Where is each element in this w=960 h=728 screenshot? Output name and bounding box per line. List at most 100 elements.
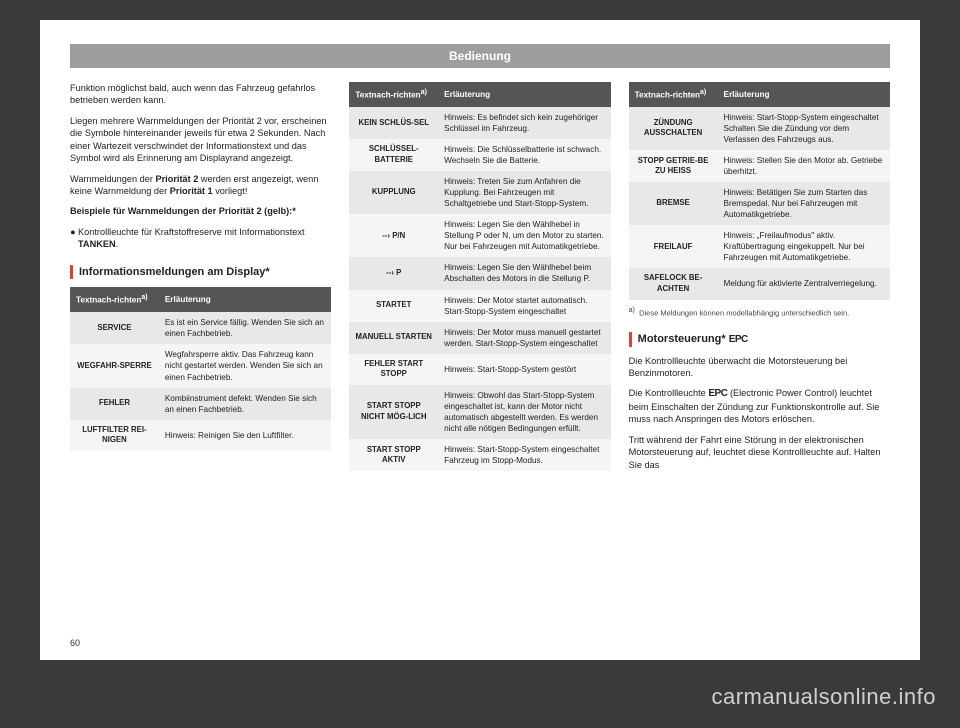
msg-label: LUFTFILTER REI-NIGEN: [70, 420, 159, 451]
subheading: Beispiele für Warnmeldungen der Prioritä…: [70, 205, 331, 217]
table-row: SAFELOCK BE-ACHTENMeldung für aktivierte…: [629, 268, 890, 299]
msg-text: Hinweis: Die Schlüsselbatterie ist schwa…: [438, 139, 610, 171]
paragraph: Warnmeldungen der Priorität 2 werden ers…: [70, 173, 331, 198]
table-row: --› P/NHinweis: Legen Sie den Wählhebel …: [349, 214, 610, 257]
msg-text: Hinweis: Der Motor startet automatisch. …: [438, 290, 610, 322]
table-header: Textnach-richtena): [349, 82, 438, 107]
msg-text: Hinweis: Es befindet sich kein zugehörig…: [438, 107, 610, 139]
msg-label: --› P/N: [349, 214, 438, 257]
table-row: SERVICEEs ist ein Service fällig. Wenden…: [70, 312, 331, 344]
table-header: Textnach-richtena): [70, 287, 159, 312]
section-title-info-messages: Informationsmeldungen am Display*: [70, 265, 331, 280]
msg-label: STOPP GETRIE-BE ZU HEISS: [629, 150, 718, 182]
table-row: SCHLÜSSEL-BATTERIEHinweis: Die Schlüssel…: [349, 139, 610, 171]
footnote-marker: a): [629, 307, 635, 314]
msg-text: Hinweis: Obwohl das Start-Stopp-System e…: [438, 385, 610, 439]
watermark: carmanualsonline.info: [711, 684, 936, 710]
text-bold: Priorität 2: [155, 174, 198, 184]
table-row: FEHLERKombiinstrument defekt. Wenden Sie…: [70, 388, 331, 420]
msg-label: START STOPP NICHT MÖG-LICH: [349, 385, 438, 439]
table-row: BREMSEHinweis: Betätigen Sie zum Starten…: [629, 182, 890, 225]
paragraph: Liegen mehrere Warnmeldungen der Priorit…: [70, 115, 331, 165]
table-row: WEGFAHR-SPERREWegfahrsperre aktiv. Das F…: [70, 344, 331, 387]
msg-text: Hinweis: Legen Sie den Wählhebel in Stel…: [438, 214, 610, 257]
section-title-motor-control: Motorsteuerung* EPC: [629, 332, 890, 347]
text-bold: TANKEN: [78, 239, 116, 249]
msg-label: WEGFAHR-SPERRE: [70, 344, 159, 387]
column-1: Funktion möglichst bald, auch wenn das F…: [70, 82, 331, 479]
msg-text: Hinweis: „Freilaufmodus" aktiv. Kraftübe…: [718, 225, 890, 268]
msg-label: FEHLER: [70, 388, 159, 420]
msg-label: START STOPP AKTIV: [349, 439, 438, 471]
table-row: FREILAUFHinweis: „Freilaufmodus" aktiv. …: [629, 225, 890, 268]
page-header: Bedienung: [70, 44, 890, 68]
msg-label: STARTET: [349, 290, 438, 322]
paragraph: Tritt während der Fahrt eine Störung in …: [629, 434, 890, 471]
bullet-icon: ●: [70, 226, 78, 251]
table-row: ZÜNDUNG AUSSCHALTENHinweis: Start-Stopp-…: [629, 107, 890, 150]
table-header-row: Textnach-richtena) Erläuterung: [349, 82, 610, 107]
msg-text: Es ist ein Service fällig. Wenden Sie si…: [159, 312, 331, 344]
info-table-3: Textnach-richtena) Erläuterung ZÜNDUNG A…: [629, 82, 890, 300]
msg-text: Hinweis: Start-Stopp-System gestört: [438, 354, 610, 385]
bullet-text: Kontrollleuchte für Kraftstoffreserve mi…: [78, 226, 331, 251]
msg-text: Hinweis: Treten Sie zum Anfahren die Kup…: [438, 171, 610, 214]
text: Warnmeldungen der: [70, 174, 155, 184]
msg-label: KUPPLUNG: [349, 171, 438, 214]
content-columns: Funktion möglichst bald, auch wenn das F…: [70, 82, 890, 479]
info-table-2: Textnach-richtena) Erläuterung KEIN SCHL…: [349, 82, 610, 471]
table-row: STOPP GETRIE-BE ZU HEISSHinweis: Stellen…: [629, 150, 890, 182]
paragraph: Funktion möglichst bald, auch wenn das F…: [70, 82, 331, 107]
table-row: MANUELL STARTENHinweis: Der Motor muss m…: [349, 322, 610, 354]
text-bold: Priorität 1: [170, 186, 213, 196]
msg-label: ZÜNDUNG AUSSCHALTEN: [629, 107, 718, 150]
footnote: a) Diese Meldungen können modellabhängig…: [629, 306, 890, 318]
msg-text: Hinweis: Legen Sie den Wählhebel beim Ab…: [438, 257, 610, 289]
msg-text: Hinweis: Stellen Sie den Motor ab. Getri…: [718, 150, 890, 182]
text: Die Kontrollleuchte: [629, 388, 709, 398]
table-row: --› PHinweis: Legen Sie den Wählhebel be…: [349, 257, 610, 289]
table-row: KUPPLUNGHinweis: Treten Sie zum Anfahren…: [349, 171, 610, 214]
info-table-1: Textnach-richtena) Erläuterung SERVICEEs…: [70, 287, 331, 450]
epc-icon: EPC: [708, 388, 727, 399]
table-header-row: Textnach-richtena) Erläuterung: [629, 82, 890, 107]
table-row: START STOPP NICHT MÖG-LICHHinweis: Obwoh…: [349, 385, 610, 439]
text: Motorsteuerung*: [638, 333, 729, 345]
msg-text: Hinweis: Reinigen Sie den Luftfilter.: [159, 420, 331, 451]
table-header: Erläuterung: [159, 287, 331, 312]
msg-text: Wegfahrsperre aktiv. Das Fahrzeug kann n…: [159, 344, 331, 387]
column-3: Textnach-richtena) Erläuterung ZÜNDUNG A…: [629, 82, 890, 479]
table-row: STARTETHinweis: Der Motor startet automa…: [349, 290, 610, 322]
msg-label: MANUELL STARTEN: [349, 322, 438, 354]
msg-label: FEHLER START STOPP: [349, 354, 438, 385]
msg-label: BREMSE: [629, 182, 718, 225]
bullet-item: ● Kontrollleuchte für Kraftstoffreserve …: [70, 226, 331, 251]
manual-page: Bedienung Funktion möglichst bald, auch …: [40, 20, 920, 660]
table-row: LUFTFILTER REI-NIGENHinweis: Reinigen Si…: [70, 420, 331, 451]
column-2: Textnach-richtena) Erläuterung KEIN SCHL…: [349, 82, 610, 479]
msg-text: Hinweis: Start-Stopp-System eingeschalte…: [718, 107, 890, 150]
table-row: START STOPP AKTIVHinweis: Start-Stopp-Sy…: [349, 439, 610, 471]
footnote-text: Diese Meldungen können modellabhängig un…: [639, 308, 849, 317]
msg-text: Kombiinstrument defekt. Wenden Sie sich …: [159, 388, 331, 420]
msg-label: FREILAUF: [629, 225, 718, 268]
paragraph: Die Kontrollleuchte EPC (Electronic Powe…: [629, 387, 890, 425]
text: Kontrollleuchte für Kraftstoffreserve mi…: [78, 227, 305, 237]
table-row: KEIN SCHLÜS-SELHinweis: Es befindet sich…: [349, 107, 610, 139]
table-header: Textnach-richtena): [629, 82, 718, 107]
msg-label: KEIN SCHLÜS-SEL: [349, 107, 438, 139]
paragraph: Die Kontrollleuchte überwacht die Motors…: [629, 355, 890, 380]
table-header-row: Textnach-richtena) Erläuterung: [70, 287, 331, 312]
table-row: FEHLER START STOPPHinweis: Start-Stopp-S…: [349, 354, 610, 385]
epc-icon: EPC: [729, 334, 748, 345]
msg-label: SCHLÜSSEL-BATTERIE: [349, 139, 438, 171]
msg-label: --› P: [349, 257, 438, 289]
msg-text: Hinweis: Start-Stopp-System eingeschalte…: [438, 439, 610, 471]
msg-label: SAFELOCK BE-ACHTEN: [629, 268, 718, 299]
text: vorliegt!: [213, 186, 248, 196]
msg-text: Hinweis: Betätigen Sie zum Starten das B…: [718, 182, 890, 225]
msg-text: Meldung für aktivierte Zentralverriegelu…: [718, 268, 890, 299]
table-header: Erläuterung: [718, 82, 890, 107]
msg-text: Hinweis: Der Motor muss manuell gestarte…: [438, 322, 610, 354]
page-number: 60: [70, 638, 80, 648]
